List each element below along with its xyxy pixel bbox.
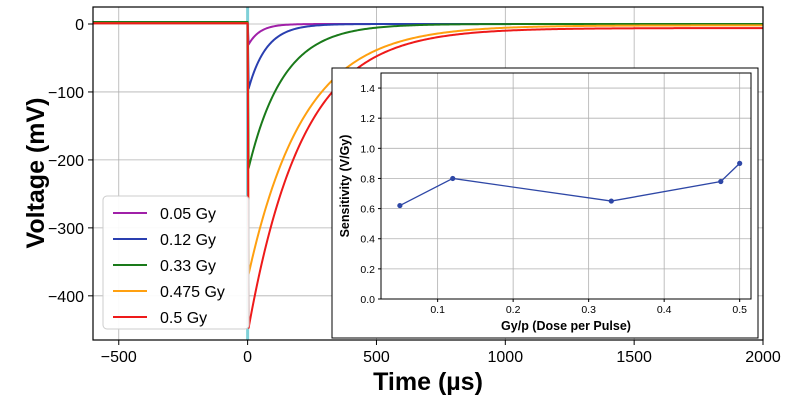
main-x-tick-label: 500: [363, 349, 390, 366]
inset-y-axis-label: Sensitivity (V/Gy): [338, 135, 352, 238]
inset-series-group: [397, 160, 743, 209]
inset-y-tick-label: 1.4: [360, 83, 375, 95]
inset-background: [331, 67, 759, 339]
main-x-tick-label: −500: [101, 349, 137, 366]
inset-x-tick-label: 0.4: [657, 304, 672, 316]
inset-x-tick-label: 0.3: [581, 304, 596, 316]
legend-box: [102, 195, 250, 330]
main-y-axis: 0 −100 −200 −300 −400: [48, 17, 93, 306]
sensitivity-point: [718, 178, 724, 185]
main-x-tick-label: 1000: [488, 349, 524, 366]
inset-x-tick-label: 0.2: [506, 304, 521, 316]
legend: 0.05 Gy 0.12 Gy 0.33 Gy 0.475 Gy 0.5 Gy: [102, 195, 250, 330]
main-y-tick-label: −400: [48, 289, 84, 306]
sensitivity-point: [450, 175, 456, 182]
legend-label: 0.475 Gy: [160, 284, 225, 301]
inset-y-tick-label: 0.2: [360, 264, 375, 276]
inset-x-tick-label: 0.1: [430, 304, 445, 316]
inset-y-tick-label: 1.2: [360, 113, 375, 125]
main-y-tick-label: −100: [48, 85, 84, 102]
inset-x-axis-label: Gy/p (Dose per Pulse): [501, 319, 631, 333]
inset-x-axis: 0.1 0.2 0.3 0.4 0.5: [430, 299, 747, 316]
sensitivity-point: [608, 198, 614, 204]
main-x-axis: −500 0 500 1000 1500 2000: [101, 340, 781, 366]
series-line-4: [93, 22, 763, 329]
sensitivity-point: [397, 202, 403, 209]
main-y-tick-label: −300: [48, 221, 84, 238]
main-x-tick-label: 1500: [616, 349, 652, 366]
legend-label: 0.05 Gy: [160, 206, 216, 223]
inset-y-tick-label: 1.0: [360, 143, 375, 155]
inset-y-tick-label: 0.4: [360, 234, 375, 246]
legend-label: 0.33 Gy: [160, 258, 216, 275]
main-x-tick-label: 2000: [745, 349, 781, 366]
inset-y-axis: 0.0 0.2 0.4 0.6 0.8 1.0 1.2 1.4: [360, 83, 381, 306]
main-y-tick-label: −200: [48, 153, 84, 170]
main-series-group: [93, 20, 763, 329]
legend-label: 0.12 Gy: [160, 232, 216, 249]
inset-y-tick-label: 0.6: [360, 204, 375, 216]
main-x-axis-label: Time (µs): [373, 368, 483, 396]
inset-y-tick-label: 0.0: [360, 294, 375, 306]
main-y-axis-label: Voltage (mV): [22, 98, 50, 249]
main-x-tick-label: 0: [243, 349, 252, 366]
sensitivity-point: [737, 160, 743, 166]
series-line-3: [93, 22, 763, 276]
legend-label: 0.5 Gy: [160, 310, 207, 327]
inset-chart: 0.1 0.2 0.3 0.4 0.5 0.0 0.2 0.4 0.6 0.8 1.0 1.2 1.4…: [331, 67, 759, 339]
main-y-tick-label: 0: [75, 17, 84, 34]
inset-x-tick-label: 0.5: [732, 304, 747, 316]
inset-plot-frame: [380, 72, 752, 300]
inset-y-tick-label: 0.8: [360, 173, 375, 185]
main-plot-frame: [92, 6, 764, 341]
series-line-2: [93, 20, 763, 170]
